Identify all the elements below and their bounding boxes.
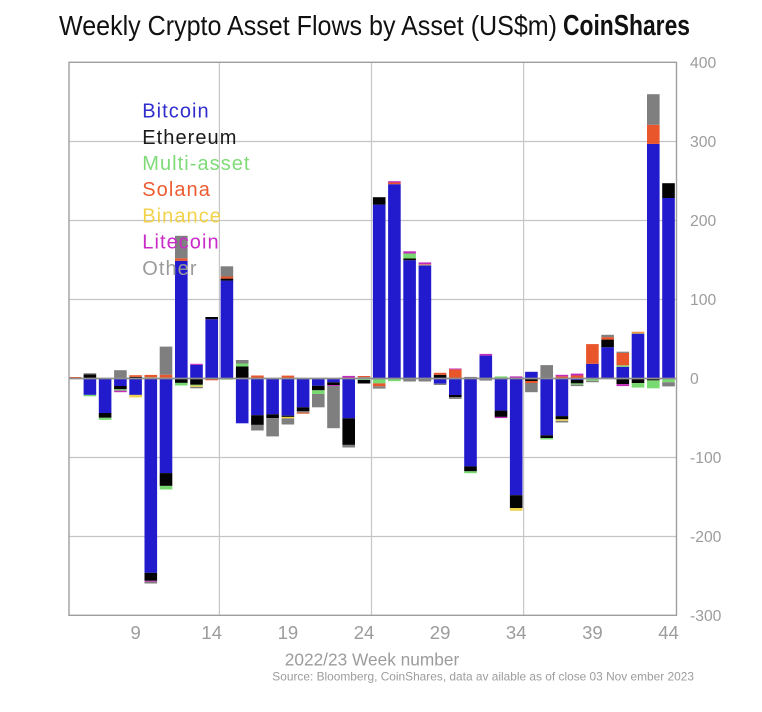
svg-text:200: 200	[690, 213, 716, 230]
svg-text:24: 24	[354, 622, 375, 643]
svg-text:9: 9	[130, 622, 140, 643]
svg-text:Other: Other	[142, 258, 197, 280]
svg-text:Litecoin: Litecoin	[142, 232, 219, 254]
svg-text:400: 400	[690, 55, 716, 72]
svg-text:Binance: Binance	[142, 205, 222, 227]
svg-text:0: 0	[690, 371, 699, 388]
svg-text:Multi-asset: Multi-asset	[142, 153, 250, 175]
svg-text:14: 14	[201, 622, 222, 643]
svg-text:Solana: Solana	[142, 179, 211, 201]
svg-text:2022/23 Week number: 2022/23 Week number	[285, 650, 460, 670]
svg-text:Weekly Crypto Asset Flows by A: Weekly Crypto Asset Flows by Asset (US$m…	[59, 10, 557, 41]
svg-text:19: 19	[278, 622, 299, 643]
svg-text:Source: Bloomberg, CoinShares: Source: Bloomberg, CoinShares, data av a…	[272, 670, 694, 684]
svg-text:-300: -300	[690, 608, 722, 625]
svg-text:34: 34	[506, 622, 527, 643]
svg-text:Bitcoin: Bitcoin	[142, 101, 209, 123]
svg-text:100: 100	[690, 292, 716, 309]
svg-text:Ethereum: Ethereum	[142, 127, 237, 149]
svg-text:44: 44	[658, 622, 679, 643]
svg-text:39: 39	[582, 622, 603, 643]
svg-text:CoinShares: CoinShares	[563, 10, 690, 42]
svg-text:29: 29	[430, 622, 451, 643]
svg-text:300: 300	[690, 134, 716, 151]
svg-text:-100: -100	[690, 450, 722, 467]
svg-text:-200: -200	[690, 529, 722, 546]
